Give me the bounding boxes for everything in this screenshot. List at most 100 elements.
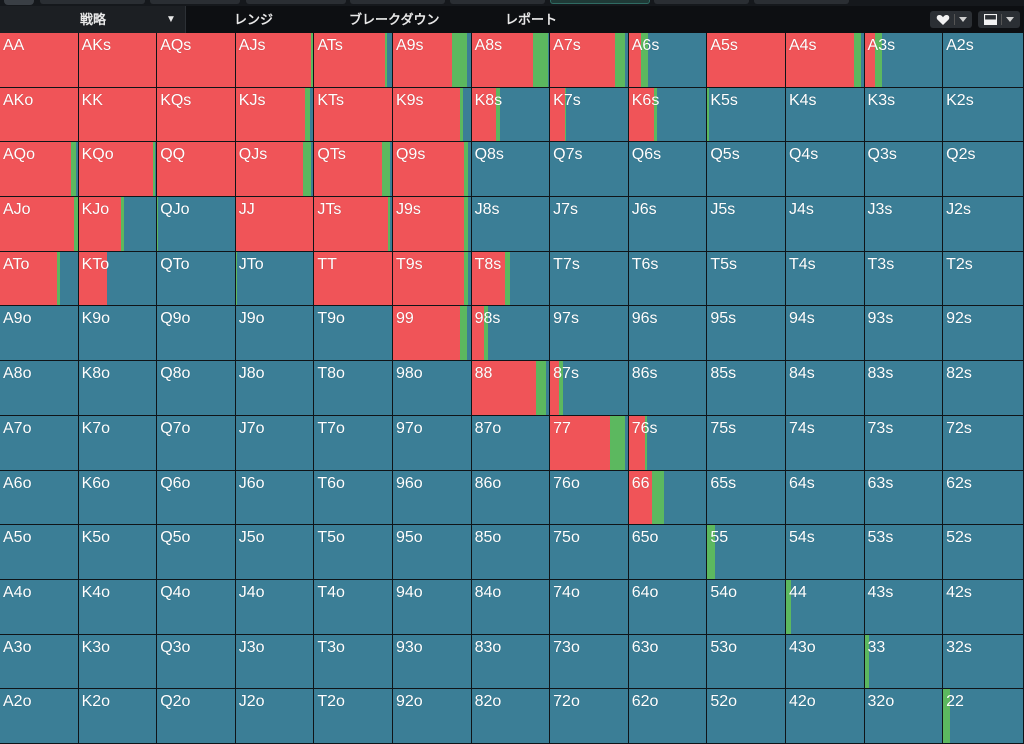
hand-cell[interactable]: J9s <box>392 197 472 252</box>
hand-cell[interactable]: A6o <box>0 470 79 526</box>
hand-cell[interactable]: 93s <box>864 306 944 362</box>
hand-cell[interactable]: Q4s <box>785 142 865 198</box>
hand-cell[interactable]: A8o <box>0 361 79 416</box>
hand-cell[interactable]: K8o <box>78 361 158 416</box>
add-tab-button[interactable] <box>4 0 34 5</box>
session-tab-2[interactable] <box>150 0 240 4</box>
hand-cell[interactable]: K9o <box>78 306 158 362</box>
hand-cell[interactable]: 99 <box>392 306 472 362</box>
session-tab-active[interactable] <box>550 0 650 4</box>
hand-cell[interactable]: A9s <box>392 33 472 88</box>
hand-cell[interactable]: Q3o <box>157 634 236 690</box>
hand-cell[interactable]: T3s <box>864 251 944 307</box>
hand-cell[interactable]: 94o <box>392 579 472 635</box>
hand-cell[interactable]: T2o <box>314 689 393 744</box>
hand-cell[interactable]: 55 <box>707 525 786 580</box>
hand-cell[interactable]: J5o <box>235 525 315 580</box>
hand-cell[interactable]: QJs <box>235 142 315 198</box>
layout-button[interactable] <box>978 11 1020 28</box>
hand-cell[interactable]: 76s <box>628 415 708 471</box>
hand-cell[interactable]: 42s <box>943 579 1024 635</box>
hand-cell[interactable]: 87o <box>471 415 551 471</box>
hand-cell[interactable]: 88 <box>471 361 551 416</box>
hand-cell[interactable]: 74o <box>550 579 629 635</box>
hand-cell[interactable]: 52s <box>943 525 1024 580</box>
hand-cell[interactable]: KJs <box>235 87 315 143</box>
hand-cell[interactable]: 43s <box>864 579 944 635</box>
hand-cell[interactable]: T6s <box>628 251 708 307</box>
hand-cell[interactable]: K7s <box>550 87 629 143</box>
hand-cell[interactable]: 64s <box>785 470 865 526</box>
hand-cell[interactable]: 98s <box>471 306 551 362</box>
hand-cell[interactable]: K4o <box>78 579 158 635</box>
hand-cell[interactable]: J8s <box>471 197 551 252</box>
hand-cell[interactable]: 75o <box>550 525 629 580</box>
hand-cell[interactable]: ATs <box>314 33 393 88</box>
hand-cell[interactable]: J2s <box>943 197 1024 252</box>
hand-cell[interactable]: 54s <box>785 525 865 580</box>
hand-cell[interactable]: JTo <box>235 251 315 307</box>
hand-cell[interactable]: J4s <box>785 197 865 252</box>
hand-cell[interactable]: 84s <box>785 361 865 416</box>
hand-cell[interactable]: 73s <box>864 415 944 471</box>
hand-cell[interactable]: ATo <box>0 251 79 307</box>
hand-cell[interactable]: 73o <box>550 634 629 690</box>
hand-cell[interactable]: 52o <box>707 689 786 744</box>
hand-cell[interactable]: A7s <box>550 33 629 88</box>
hand-cell[interactable]: Q7s <box>550 142 629 198</box>
hand-cell[interactable]: K2s <box>943 87 1024 143</box>
hand-cell[interactable]: 84o <box>471 579 551 635</box>
hand-cell[interactable]: J7s <box>550 197 629 252</box>
hand-cell[interactable]: T9o <box>314 306 393 362</box>
hand-cell[interactable]: 98o <box>392 361 472 416</box>
hand-cell[interactable]: K9s <box>392 87 472 143</box>
favorite-button[interactable] <box>930 11 972 28</box>
hand-cell[interactable]: 83o <box>471 634 551 690</box>
hand-cell[interactable]: A5o <box>0 525 79 580</box>
hand-cell[interactable]: J8o <box>235 361 315 416</box>
hand-cell[interactable]: J6s <box>628 197 708 252</box>
hand-cell[interactable]: Q9o <box>157 306 236 362</box>
hand-cell[interactable]: KTs <box>314 87 393 143</box>
tab-breakdown[interactable]: ブレークダウン <box>349 12 440 27</box>
hand-cell[interactable]: K3o <box>78 634 158 690</box>
hand-cell[interactable]: 83s <box>864 361 944 416</box>
tab-range[interactable]: レンジ <box>234 12 274 27</box>
hand-cell[interactable]: 22 <box>943 689 1024 744</box>
hand-cell[interactable]: 64o <box>628 579 708 635</box>
tab-report[interactable]: レポート <box>505 12 558 27</box>
hand-cell[interactable]: K4s <box>785 87 865 143</box>
hand-cell[interactable]: 77 <box>550 415 629 471</box>
hand-cell[interactable]: K6o <box>78 470 158 526</box>
hand-cell[interactable]: T7s <box>550 251 629 307</box>
hand-cell[interactable]: TT <box>314 251 393 307</box>
hand-cell[interactable]: Q2o <box>157 689 236 744</box>
hand-cell[interactable]: 85o <box>471 525 551 580</box>
hand-cell[interactable]: Q6o <box>157 470 236 526</box>
hand-cell[interactable]: AA <box>0 33 79 88</box>
hand-cell[interactable]: Q5s <box>707 142 786 198</box>
hand-cell[interactable]: T3o <box>314 634 393 690</box>
hand-cell[interactable]: J3s <box>864 197 944 252</box>
hand-cell[interactable]: 66 <box>628 470 708 526</box>
hand-cell[interactable]: 82s <box>943 361 1024 416</box>
hand-cell[interactable]: 96o <box>392 470 472 526</box>
hand-cell[interactable]: A7o <box>0 415 79 471</box>
hand-cell[interactable]: 92o <box>392 689 472 744</box>
hand-cell[interactable]: J4o <box>235 579 315 635</box>
hand-cell[interactable]: Q6s <box>628 142 708 198</box>
hand-cell[interactable]: Q3s <box>864 142 944 198</box>
hand-cell[interactable]: Q7o <box>157 415 236 471</box>
hand-cell[interactable]: 93o <box>392 634 472 690</box>
hand-cell[interactable]: T4o <box>314 579 393 635</box>
hand-cell[interactable]: AKo <box>0 87 79 143</box>
hand-cell[interactable]: 95s <box>707 306 786 362</box>
hand-cell[interactable]: T2s <box>943 251 1024 307</box>
hand-cell[interactable]: T5s <box>707 251 786 307</box>
hand-cell[interactable]: 65s <box>707 470 786 526</box>
hand-cell[interactable]: J5s <box>707 197 786 252</box>
hand-cell[interactable]: 65o <box>628 525 708 580</box>
hand-cell[interactable]: 82o <box>471 689 551 744</box>
hand-cell[interactable]: QTs <box>314 142 393 198</box>
hand-cell[interactable]: 92s <box>943 306 1024 362</box>
